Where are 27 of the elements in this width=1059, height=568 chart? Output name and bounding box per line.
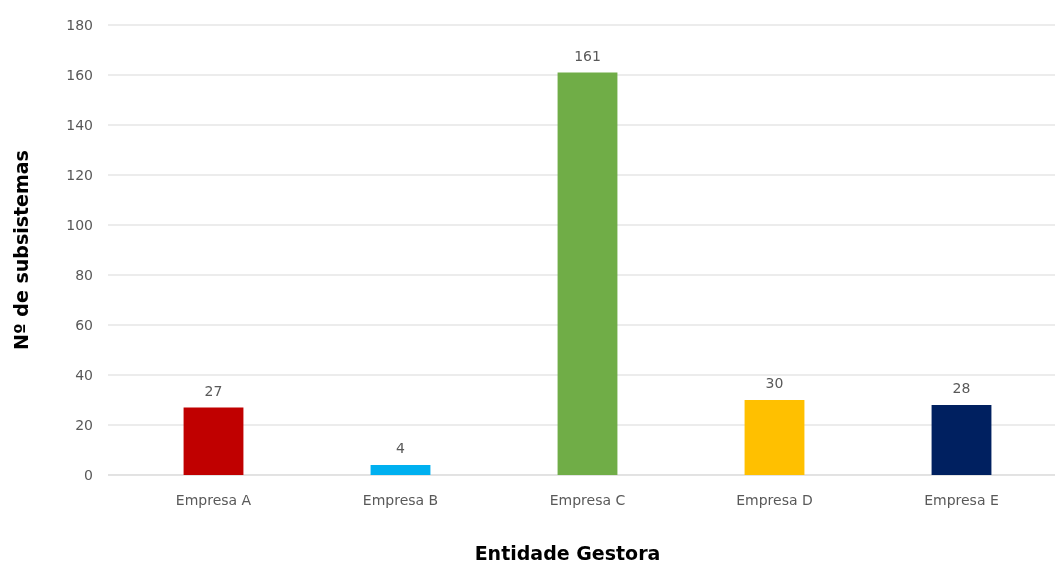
bar: [557, 72, 618, 475]
bar: [931, 405, 992, 475]
y-tick-label: 100: [66, 216, 93, 233]
data-label: 161: [574, 47, 601, 64]
x-tick-label: Empresa B: [362, 492, 439, 508]
y-tick-label: 0: [84, 466, 93, 483]
data-label: 30: [765, 375, 784, 391]
bar: [183, 407, 244, 475]
data-label: 4: [396, 440, 406, 456]
y-tick-label: 160: [66, 66, 93, 83]
data-label: 27: [204, 382, 223, 399]
y-tick-label: 20: [75, 416, 93, 433]
x-tick-label: Empresa C: [549, 492, 626, 508]
x-tick-label: Empresa D: [736, 492, 813, 508]
x-tick-label: Empresa E: [924, 492, 999, 508]
y-tick-label: 40: [75, 366, 93, 383]
y-tick-label: 180: [66, 16, 93, 33]
x-axis-title: Entidade Gestora: [474, 542, 661, 564]
x-tick-label: Empresa A: [175, 492, 252, 508]
y-axis-title: Nº de subsistemas: [10, 150, 32, 350]
y-tick-label: 60: [75, 316, 93, 333]
y-tick-label: 120: [66, 166, 93, 183]
bar: [370, 465, 431, 475]
data-label: 28: [952, 380, 971, 396]
y-tick-label: 140: [66, 116, 93, 133]
y-tick-label: 80: [75, 266, 93, 283]
bar: [744, 400, 805, 475]
